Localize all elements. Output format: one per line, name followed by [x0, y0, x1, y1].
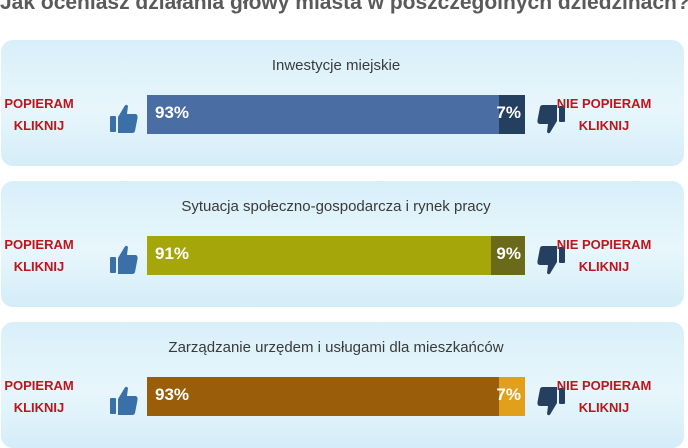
oppose-vote-button[interactable]: NIE POPIERAM KLIKNIJ: [556, 378, 652, 415]
oppose-vote-button[interactable]: NIE POPIERAM KLIKNIJ: [556, 237, 652, 274]
result-bar: 93% 7%: [147, 377, 525, 416]
panel-title: Sytuacja społeczno-gospodarcza i rynek p…: [181, 198, 491, 215]
support-segment: 93%: [147, 377, 499, 416]
support-vote-button[interactable]: POPIERAM KLIKNIJ: [4, 96, 74, 133]
thumbs-down-icon[interactable]: [536, 243, 566, 277]
oppose-vote-button[interactable]: NIE POPIERAM KLIKNIJ: [556, 96, 652, 133]
result-bar: 93% 7%: [147, 95, 525, 134]
support-vote-button[interactable]: POPIERAM KLIKNIJ: [4, 378, 74, 415]
oppose-segment: 7%: [496, 377, 525, 416]
panel-title: Inwestycje miejskie: [271, 57, 401, 74]
thumbs-up-icon[interactable]: [109, 384, 139, 418]
oppose-segment: 9%: [490, 236, 525, 275]
support-segment: 93%: [147, 95, 499, 134]
poll-panel-administration: Zarządzanie urzędem i usługami dla miesz…: [1, 322, 684, 448]
thumbs-up-icon[interactable]: [109, 102, 139, 136]
oppose-segment: 7%: [496, 95, 525, 134]
result-bar: 91% 9%: [147, 236, 525, 275]
poll-panel-investments: Inwestycje miejskie POPIERAM KLIKNIJ 93%…: [1, 40, 684, 166]
page-title: Jak oceniasz działania głowy miasta w po…: [0, 0, 688, 14]
support-segment: 91%: [147, 236, 491, 275]
thumbs-up-icon[interactable]: [109, 243, 139, 277]
thumbs-down-icon[interactable]: [536, 102, 566, 136]
thumbs-down-icon[interactable]: [536, 384, 566, 418]
support-vote-button[interactable]: POPIERAM KLIKNIJ: [4, 237, 74, 274]
panel-title: Zarządzanie urzędem i usługami dla miesz…: [168, 339, 504, 356]
poll-panel-economy: Sytuacja społeczno-gospodarcza i rynek p…: [1, 181, 684, 307]
